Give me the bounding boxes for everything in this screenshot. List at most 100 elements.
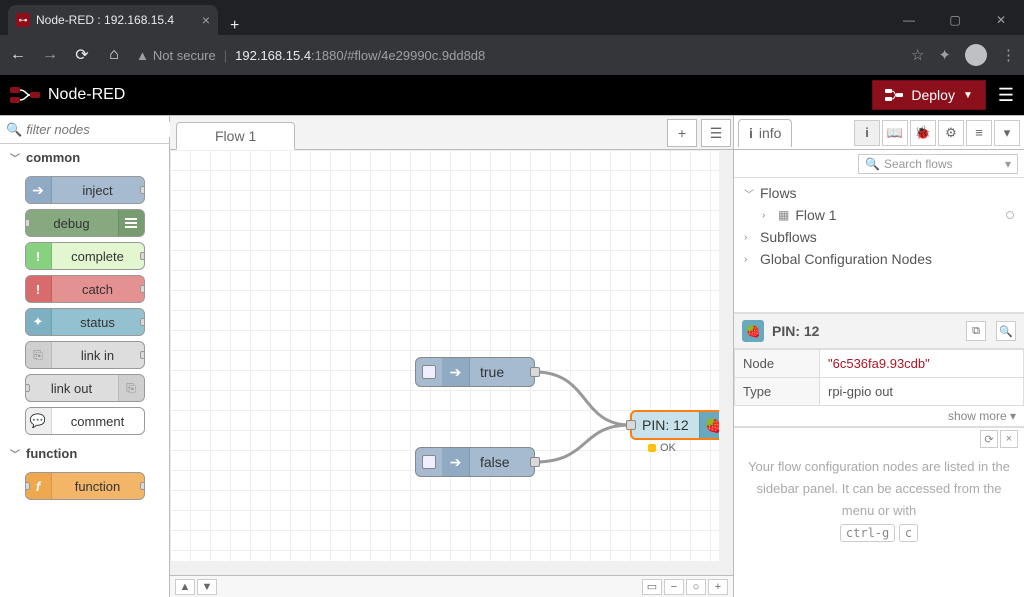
sidebar-info-icon[interactable]: i xyxy=(854,120,880,146)
status-icon: ✦ xyxy=(26,309,52,335)
nodered-logo-icon xyxy=(10,85,40,105)
node-label: false xyxy=(470,454,520,470)
url-box[interactable]: ▲ Not secure | 192.168.15.4:1880/#flow/4… xyxy=(136,48,899,63)
tip-refresh-icon[interactable]: ⟳ xyxy=(980,430,998,448)
inject-trigger-button[interactable] xyxy=(422,455,436,469)
palette-node-function[interactable]: f function xyxy=(25,472,145,500)
sidebar-debug-icon[interactable]: 🐞 xyxy=(910,120,936,146)
zoom-in-button[interactable]: + xyxy=(708,579,728,595)
flow-node-inject-true[interactable]: ➔ true xyxy=(415,357,535,387)
sidebar-search-input[interactable]: 🔍 Search flows ▾ xyxy=(858,154,1018,174)
inject-trigger-button[interactable] xyxy=(422,365,436,379)
star-icon[interactable]: ☆ xyxy=(911,46,924,64)
app-title: Node-RED xyxy=(48,86,125,104)
deploy-caret-icon[interactable]: ▼ xyxy=(963,90,973,101)
palette-node-inject[interactable]: ➔ inject xyxy=(25,176,145,204)
browser-tab[interactable]: ⊶ Node-RED : 192.168.15.4 × xyxy=(8,5,218,35)
port-icon xyxy=(140,482,145,490)
back-button[interactable]: ← xyxy=(8,46,28,64)
minimize-button[interactable]: — xyxy=(886,5,932,35)
flow-node-inject-false[interactable]: ➔ false xyxy=(415,447,535,477)
reload-button[interactable]: ⟳ xyxy=(72,45,92,65)
chevron-down-icon: ﹀ xyxy=(10,446,20,461)
palette-filter: 🔍 xyxy=(0,116,169,144)
extensions-icon[interactable]: ✦ xyxy=(938,46,951,64)
tree-flow1[interactable]: › ▦ Flow 1 xyxy=(740,204,1018,226)
flow-tab[interactable]: Flow 1 xyxy=(176,122,295,150)
sidebar-context-icon[interactable]: ≡ xyxy=(966,120,992,146)
forward-button[interactable]: → xyxy=(40,46,60,64)
sidebar-tab-info[interactable]: iinfo xyxy=(738,119,792,147)
close-window-button[interactable]: ✕ xyxy=(978,5,1024,35)
selected-node-header: 🍓 PIN: 12 ⧉ 🔍 xyxy=(734,313,1024,349)
palette-node-status[interactable]: ✦ status xyxy=(25,308,145,336)
sidebar-help-icon[interactable]: 📖 xyxy=(882,120,908,146)
port-icon xyxy=(140,318,145,326)
zoom-reset-button[interactable]: ○ xyxy=(686,579,706,595)
node-type-value: rpi-gpio out xyxy=(820,378,1024,406)
outline-tree: ﹀ Flows › ▦ Flow 1 › Subflows › Global C… xyxy=(734,178,1024,313)
palette-node-catch[interactable]: ! catch xyxy=(25,275,145,303)
palette-node-link-in[interactable]: ⎘ link in xyxy=(25,341,145,369)
new-tab-button[interactable]: + xyxy=(218,17,251,35)
output-port[interactable] xyxy=(530,367,540,377)
tree-flows[interactable]: ﹀ Flows xyxy=(740,182,1018,204)
inject-icon: ➔ xyxy=(26,177,52,203)
category-common[interactable]: ﹀ common xyxy=(0,144,169,171)
output-port[interactable] xyxy=(530,457,540,467)
link-out-icon: ⎘ xyxy=(118,375,144,401)
tab-close-icon[interactable]: × xyxy=(202,12,210,28)
browser-menu-icon[interactable]: ⋮ xyxy=(1001,46,1016,64)
flow-canvas[interactable]: ➔ true ➔ false PIN: 12 🍓 OK xyxy=(170,150,733,575)
rpi-icon: 🍓 xyxy=(742,320,764,342)
input-port[interactable] xyxy=(626,420,636,430)
port-icon xyxy=(25,384,30,392)
inject-icon: ➔ xyxy=(442,358,470,386)
sidebar-search-row: 🔍 Search flows ▾ xyxy=(734,150,1024,178)
kbd-c: c xyxy=(899,524,918,542)
category-function[interactable]: ﹀ function xyxy=(0,440,169,467)
port-icon xyxy=(140,351,145,359)
info-row-node: Node "6c536fa9.93cdb" xyxy=(735,350,1024,378)
tree-subflows[interactable]: › Subflows xyxy=(740,226,1018,248)
tip-close-icon[interactable]: × xyxy=(1000,430,1018,448)
node-label: true xyxy=(470,364,514,380)
palette-body[interactable]: ﹀ common ➔ inject debug ! complete ! cat… xyxy=(0,144,169,597)
footer-nav-down-icon[interactable]: ▼ xyxy=(197,579,217,595)
home-button[interactable]: ⌂ xyxy=(104,46,124,64)
deploy-icon xyxy=(885,88,903,102)
flow-node-gpio[interactable]: PIN: 12 🍓 xyxy=(630,410,733,440)
sidebar-more-icon[interactable]: ▾ xyxy=(994,120,1020,146)
sidebar-config-icon[interactable]: ⚙ xyxy=(938,120,964,146)
deploy-button[interactable]: Deploy ▼ xyxy=(872,80,986,110)
flow-list-button[interactable]: ☰ xyxy=(701,119,731,147)
deploy-label: Deploy xyxy=(911,87,955,103)
palette-node-link-out[interactable]: link out ⎘ xyxy=(25,374,145,402)
main-menu-icon[interactable]: ☰ xyxy=(998,85,1014,106)
node-status: OK xyxy=(648,442,676,454)
find-button[interactable]: 🔍 xyxy=(996,321,1016,341)
palette-node-comment[interactable]: 💬 comment xyxy=(25,407,145,435)
palette-node-complete[interactable]: ! complete xyxy=(25,242,145,270)
add-flow-button[interactable]: + xyxy=(667,119,697,147)
palette-node-debug[interactable]: debug xyxy=(25,209,145,237)
canvas-footer: ▲ ▼ ▭ − ○ + xyxy=(170,575,733,597)
profile-avatar-icon[interactable] xyxy=(965,44,987,66)
info-row-type: Type rpi-gpio out xyxy=(735,378,1024,406)
show-more-button[interactable]: show more ▾ xyxy=(734,406,1024,427)
dropdown-caret-icon: ▾ xyxy=(1005,157,1011,171)
footer-nav-up-icon[interactable]: ▲ xyxy=(175,579,195,595)
selected-node-title: PIN: 12 xyxy=(772,323,956,339)
maximize-button[interactable]: ▢ xyxy=(932,5,978,35)
tree-global-config[interactable]: › Global Configuration Nodes xyxy=(740,248,1018,270)
kbd-ctrlg: ctrl-g xyxy=(840,524,895,542)
zoom-out-button[interactable]: − xyxy=(664,579,684,595)
tip-text: Your flow configuration nodes are listed… xyxy=(734,450,1024,552)
port-icon xyxy=(140,252,145,260)
canvas-area: Flow 1 + ☰ ➔ true ➔ false xyxy=(170,116,734,597)
flow-item-icon: ▦ xyxy=(778,208,789,222)
footer-navigator-icon[interactable]: ▭ xyxy=(642,579,662,595)
canvas-hscroll[interactable] xyxy=(170,561,719,575)
canvas-vscroll[interactable] xyxy=(719,150,733,575)
copy-button[interactable]: ⧉ xyxy=(966,321,986,341)
